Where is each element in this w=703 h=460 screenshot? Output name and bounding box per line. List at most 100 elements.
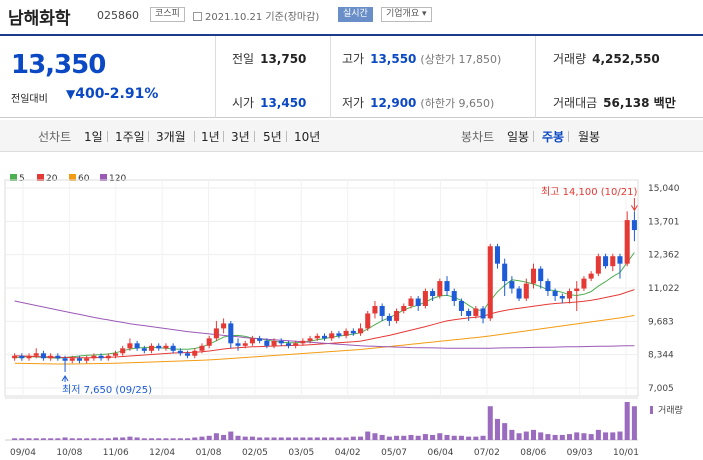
x-tick-label: 12/04 [149, 448, 175, 458]
divider [330, 36, 331, 118]
candle-body [617, 256, 623, 264]
y-tick-label: 9,683 [648, 317, 674, 327]
volume-bar [307, 437, 313, 440]
candle-body [221, 323, 227, 329]
tab-1week[interactable]: 1주일 [115, 130, 145, 144]
volume-bar [91, 438, 97, 440]
volume-bar [516, 433, 522, 440]
quote-date-text: 2021.10.21 기준(장마감) [205, 12, 320, 23]
volume-bar [170, 438, 176, 440]
volume-bar [415, 435, 421, 440]
volume-bar [98, 438, 104, 440]
divider [107, 131, 108, 142]
amount-label: 거래대금 [553, 96, 598, 110]
volume-bar [617, 431, 623, 440]
candle-body [437, 281, 443, 297]
candle-body [300, 340, 306, 344]
candle-body [502, 263, 508, 282]
legend-ma20: 20 [37, 174, 57, 184]
volume-bar [610, 432, 616, 440]
candle-body [358, 328, 364, 334]
divider [148, 131, 149, 142]
candle-body [84, 358, 90, 361]
volume-bar [112, 437, 119, 440]
tab-5years[interactable]: 5년 [263, 130, 282, 144]
tab-weekly-candle[interactable]: 주봉 [542, 130, 565, 144]
volume-bar [422, 434, 428, 440]
prev-close-label: 전일 [232, 52, 255, 66]
stock-code: 025860 [97, 9, 139, 22]
tab-daily-candle[interactable]: 일봉 [507, 130, 530, 144]
volume-bar [444, 434, 450, 440]
candle-body [415, 298, 421, 306]
candle-body [530, 268, 537, 284]
legend-swatch [10, 174, 17, 181]
volume-bar [603, 432, 609, 440]
legend-ma60: 60 [69, 174, 89, 184]
x-tick-label: 05/07 [381, 448, 407, 458]
volume-label: 거래량 [658, 404, 683, 416]
volume-bar [12, 438, 18, 440]
tab-3years[interactable]: 3년 [231, 130, 250, 144]
tab-10years[interactable]: 10년 [294, 130, 321, 144]
candle-body [466, 310, 472, 316]
candle-body [631, 220, 637, 231]
volume-bar [120, 437, 126, 440]
candle-body [321, 335, 328, 339]
volume-legend-swatch [650, 406, 653, 414]
tab-monthly-candle[interactable]: 월봉 [578, 130, 601, 144]
volume-bar [321, 437, 328, 440]
volume-bar [177, 438, 183, 440]
volume-bar [408, 434, 414, 440]
candle-body [257, 338, 263, 341]
candle-body [336, 333, 342, 336]
volume-bar [221, 434, 227, 440]
candle-body [206, 338, 212, 346]
candle-body [509, 281, 515, 289]
volume-bar [502, 423, 508, 440]
candle-body [264, 340, 270, 346]
volume-bar [530, 429, 537, 440]
candle-body [293, 343, 299, 346]
candle-body [624, 220, 630, 264]
current-price: 13,350 [11, 50, 106, 80]
candle-body [430, 291, 436, 297]
trade-amount: 거래대금 56,138 백만 [553, 94, 676, 111]
realtime-button[interactable]: 실시간 [338, 7, 373, 22]
candle-body [451, 291, 457, 302]
corp-info-dropdown[interactable]: 기업개요 ▾ [381, 7, 432, 22]
legend-swatch [69, 174, 76, 181]
candle-body [33, 353, 39, 356]
tab-1year[interactable]: 1년 [201, 130, 220, 144]
candle-body [213, 328, 219, 339]
volume-bar [314, 437, 320, 440]
volume-bar [480, 435, 486, 440]
stock-header: 남해화학 025860 코스피 2021.10.21 기준(장마감) 실시간 기… [0, 0, 703, 32]
volume: 거래량 4,252,550 [553, 50, 660, 67]
stock-name: 남해화학 [8, 9, 71, 29]
volume-bar [458, 435, 464, 440]
prev-close-value: 13,750 [260, 52, 307, 66]
candle-body [350, 330, 356, 334]
y-tick-label: 12,362 [648, 251, 680, 261]
volume-bar [40, 438, 46, 440]
volume-bar [192, 437, 198, 440]
candle-body [538, 268, 544, 282]
candle-body [343, 330, 349, 336]
tab-3months[interactable]: 3개월 [156, 130, 186, 144]
candle-body [394, 310, 400, 321]
change-label: 전일대비 [11, 94, 48, 105]
volume-bar [401, 435, 407, 440]
volume-bar [213, 433, 219, 440]
candle-body [199, 345, 205, 351]
candle-body [588, 273, 594, 279]
high-label: 고가 [342, 52, 365, 66]
candle-body [567, 291, 573, 299]
legend-swatch [100, 174, 107, 181]
change-value: ▼400 [66, 86, 104, 102]
tab-1day[interactable]: 1일 [84, 130, 103, 144]
candle-body [574, 288, 580, 292]
candle-body [581, 278, 587, 289]
volume-bar [228, 431, 234, 440]
